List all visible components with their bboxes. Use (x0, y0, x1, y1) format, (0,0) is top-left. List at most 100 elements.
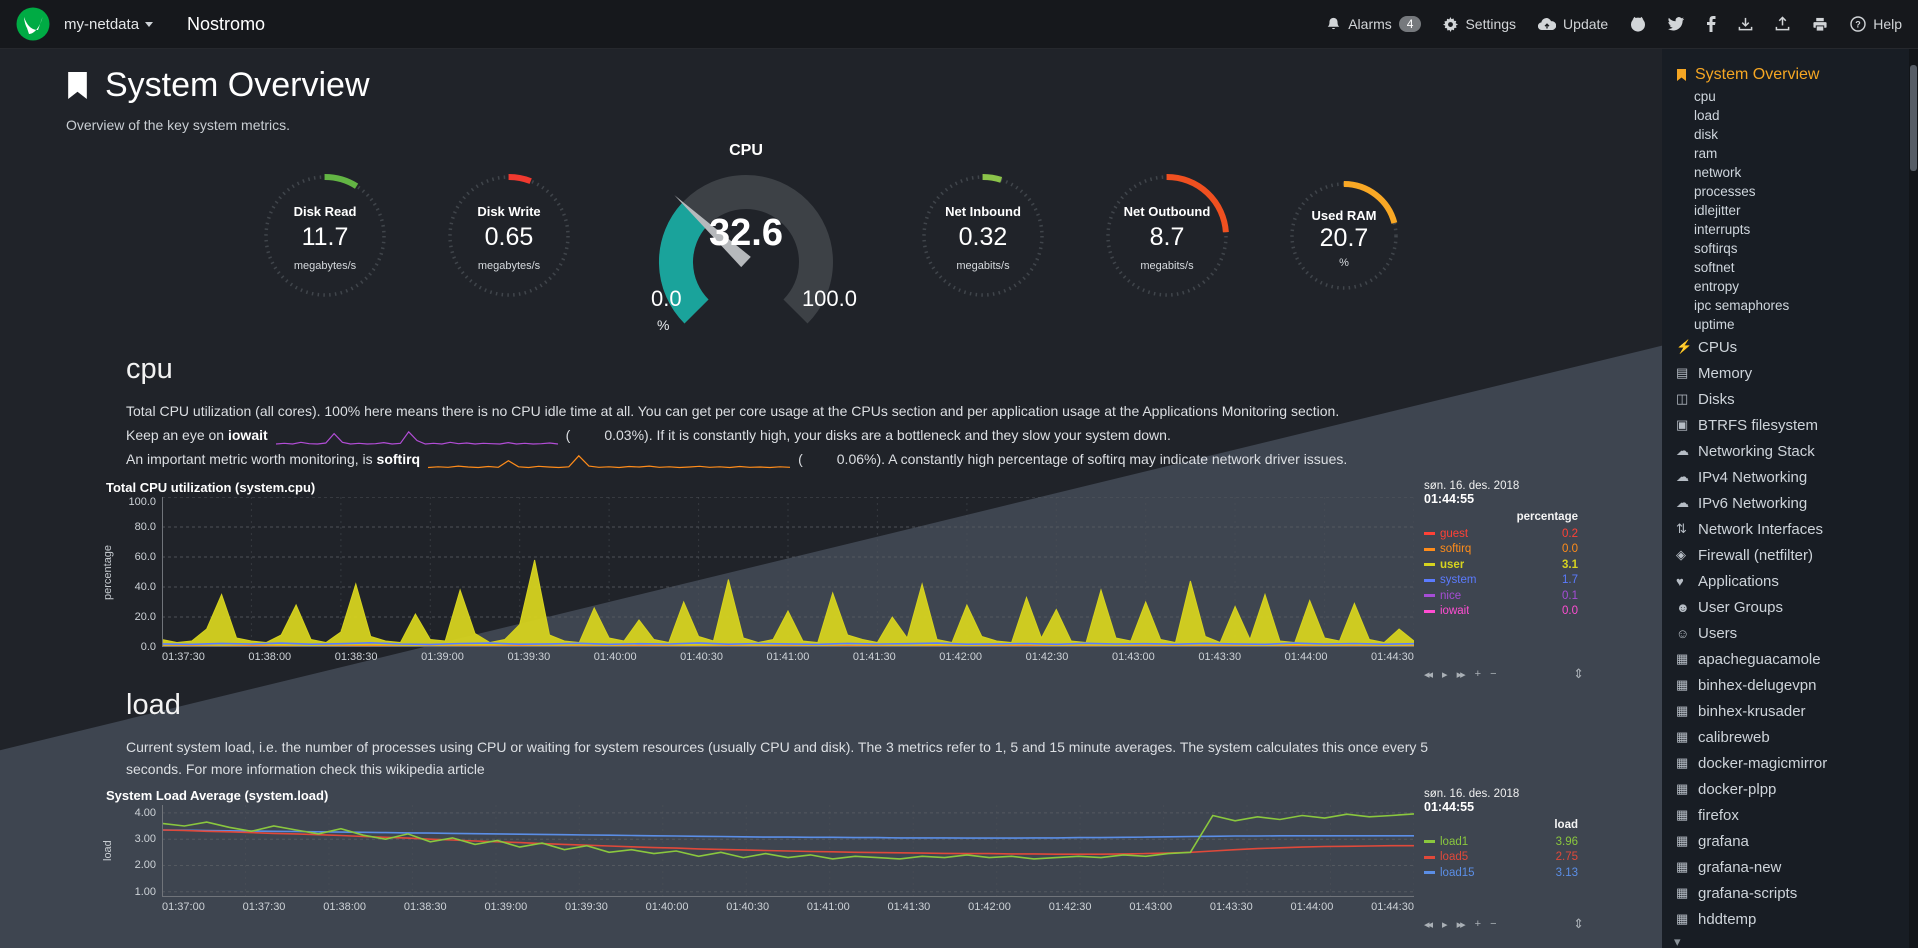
sidebar-item-docker-plpp[interactable]: ▦ docker-plpp (1676, 776, 1918, 802)
easypie-chart-net-outbound[interactable]: Net Outbound 8.7 megabits/s (1101, 170, 1233, 302)
cpu-gauge-chart[interactable]: CPU 32.6 0.0 100.0 % (621, 142, 871, 333)
pan-left-button[interactable]: ◂◂ (1424, 668, 1433, 681)
x-tick-label: 01:38:30 (334, 651, 378, 663)
softirq-sparkline[interactable] (428, 453, 791, 469)
zoom-out-button[interactable]: − (1490, 918, 1497, 930)
netdata-logo[interactable] (16, 7, 50, 41)
sidebar-subitem-softnet[interactable]: softnet (1694, 260, 1735, 275)
pan-left-button[interactable]: ◂◂ (1424, 918, 1433, 931)
sidebar-item-disks[interactable]: ◫ Disks (1676, 386, 1918, 412)
sidebar-item-hddtemp[interactable]: ▦ hddtemp (1676, 906, 1918, 932)
play-button[interactable]: ▸ (1442, 918, 1447, 931)
zoom-out-button[interactable]: − (1490, 668, 1497, 680)
cpu-chart-plot[interactable] (162, 497, 1414, 647)
iowait-sparkline[interactable] (275, 429, 558, 445)
sidebar-item-grafana[interactable]: ▦ grafana (1676, 828, 1918, 854)
sidebar-subitem-cpu[interactable]: cpu (1694, 89, 1716, 104)
sidebar-item-grafana-scripts[interactable]: ▦ grafana-scripts (1676, 880, 1918, 906)
sidebar-item-firefox[interactable]: ▦ firefox (1676, 802, 1918, 828)
easypie-ring (1105, 174, 1229, 298)
zoom-in-button[interactable]: + (1474, 918, 1482, 930)
chevron-down-icon[interactable]: ▾ (1674, 934, 1681, 948)
scrollbar-thumb[interactable] (1910, 65, 1917, 171)
legend-row-load5[interactable]: load5 2.75 (1424, 850, 1578, 866)
text: Keep an eye on (126, 427, 228, 443)
gauge-value: 11.7 (301, 222, 349, 251)
pan-right-button[interactable]: ▸▸ (1456, 918, 1466, 931)
load-chart: System Load Average (system.load) load 4… (100, 788, 1592, 931)
sidebar-subitem-uptime[interactable]: uptime (1694, 317, 1735, 332)
sidebar-subitem-processes[interactable]: processes (1694, 184, 1756, 199)
sidebar-item-grafana-new[interactable]: ▦ grafana-new (1676, 854, 1918, 880)
y-tick-label: 4.00 (134, 806, 156, 819)
easypie-chart-used-ram[interactable]: Used RAM 20.7% (1285, 177, 1403, 295)
sidebar-item-applications[interactable]: ♥ Applications (1676, 568, 1918, 594)
help-button[interactable]: ? Help (1850, 16, 1902, 32)
settings-button[interactable]: Settings (1443, 16, 1516, 32)
sidebar-subitem-idlejitter[interactable]: idlejitter (1694, 203, 1741, 218)
zoom-in-button[interactable]: + (1474, 668, 1482, 680)
sidebar-item-users[interactable]: ☺ Users (1676, 620, 1918, 646)
easypie-chart-disk-write[interactable]: Disk Write 0.65 megabytes/s (443, 170, 575, 302)
sidebar-item-firewall-netfilter[interactable]: ◈ Firewall (netfilter) (1676, 542, 1918, 568)
sidebar-subitem-softirqs[interactable]: softirqs (1694, 241, 1738, 256)
x-tick-label: 01:38:00 (248, 651, 292, 663)
sidebar-subitem-network[interactable]: network (1694, 165, 1742, 180)
my-netdata-dropdown[interactable]: my-netdata (64, 16, 154, 33)
github-button[interactable] (1630, 16, 1646, 32)
sidebar-item-memory[interactable]: ▤ Memory (1676, 360, 1918, 386)
legend-row-system[interactable]: system 1.7 (1424, 573, 1578, 589)
sidebar-item-networking-stack[interactable]: ☁ Networking Stack (1676, 438, 1918, 464)
sidebar-item-apacheguacamole[interactable]: ▦ apacheguacamole (1676, 646, 1918, 672)
twitter-button[interactable] (1668, 17, 1685, 31)
sidebar-item-user-groups[interactable]: ☻ User Groups (1676, 594, 1918, 620)
print-button[interactable] (1812, 17, 1828, 32)
sidebar-subitem-interrupts[interactable]: interrupts (1694, 222, 1751, 237)
easypie-chart-net-inbound[interactable]: Net Inbound 0.32 megabits/s (917, 170, 1049, 302)
sidebar-item-binhex-delugevpn[interactable]: ▦ binhex-delugevpn (1676, 672, 1918, 698)
sidebar-item-calibreweb[interactable]: ▦ calibreweb (1676, 724, 1918, 750)
chart-title: System Load Average (system.load) (106, 788, 329, 803)
legend-row-iowait[interactable]: iowait 0.0 (1424, 604, 1578, 620)
wikipedia-link[interactable]: this wikipedia article (360, 761, 485, 777)
sidebar-subitem-ram[interactable]: ram (1694, 146, 1718, 161)
sidebar-item-cpus[interactable]: ⚡ CPUs (1676, 334, 1918, 360)
sidebar-item-binhex-krusader[interactable]: ▦ binhex-krusader (1676, 698, 1918, 724)
load-chart-plot[interactable] (162, 805, 1414, 897)
sidebar-subitem-ipc-semaphores[interactable]: ipc semaphores (1694, 298, 1790, 313)
sidebar-menu: System Overview cpu load disk ram network proc… (1676, 63, 1918, 932)
sidebar-item-ipv6-networking[interactable]: ☁ IPv6 Networking (1676, 490, 1918, 516)
pan-right-button[interactable]: ▸▸ (1456, 668, 1466, 681)
legend-row-load15[interactable]: load15 3.13 (1424, 865, 1578, 881)
facebook-button[interactable] (1707, 16, 1716, 32)
import-button[interactable] (1775, 16, 1790, 32)
legend-color-swatch (1424, 547, 1435, 551)
x-tick-label: 01:41:30 (852, 651, 896, 663)
sidebar-scrollbar[interactable] (1909, 49, 1918, 948)
alarms-button[interactable]: Alarms 4 (1326, 16, 1422, 32)
sidebar-item-docker-magicmirror[interactable]: ▦ docker-magicmirror (1676, 750, 1918, 776)
easypie-chart-disk-read[interactable]: Disk Read 11.7 megabytes/s (259, 170, 391, 302)
legend-row-guest[interactable]: guest 0.2 (1424, 526, 1578, 542)
sidebar-subitem-load[interactable]: load (1694, 108, 1720, 123)
legend-row-nice[interactable]: nice 0.1 (1424, 588, 1578, 604)
legend-row-softirq[interactable]: softirq 0.0 (1424, 542, 1578, 558)
sidebar-subitem-disk[interactable]: disk (1694, 127, 1719, 142)
sidebar-item-network-interfaces[interactable]: ⇅ Network Interfaces (1676, 516, 1918, 542)
grid-icon: ▦ (1676, 677, 1689, 692)
sidebar-item-system-overview[interactable]: System Overview (1676, 63, 1918, 87)
x-tick-label: 01:43:00 (1111, 651, 1155, 663)
update-button[interactable]: Update (1538, 16, 1608, 32)
legend-row-load1[interactable]: load1 3.96 (1424, 834, 1578, 850)
legend-row-user[interactable]: user 3.1 (1424, 557, 1578, 573)
grid-icon: ▦ (1676, 703, 1689, 718)
resize-handle[interactable]: ⇕ (1573, 916, 1584, 931)
play-button[interactable]: ▸ (1442, 668, 1447, 681)
cpu-softirq-note: An important metric worth monitoring, is… (126, 448, 1466, 470)
export-button[interactable] (1738, 16, 1753, 32)
resize-handle[interactable]: ⇕ (1573, 666, 1584, 681)
sidebar-item-ipv4-networking[interactable]: ☁ IPv4 Networking (1676, 464, 1918, 490)
sidebar-item-btrfs-filesystem[interactable]: ▣ BTRFS filesystem (1676, 412, 1918, 438)
y-tick-label: 80.0 (134, 521, 156, 533)
sidebar-subitem-entropy[interactable]: entropy (1694, 279, 1740, 294)
